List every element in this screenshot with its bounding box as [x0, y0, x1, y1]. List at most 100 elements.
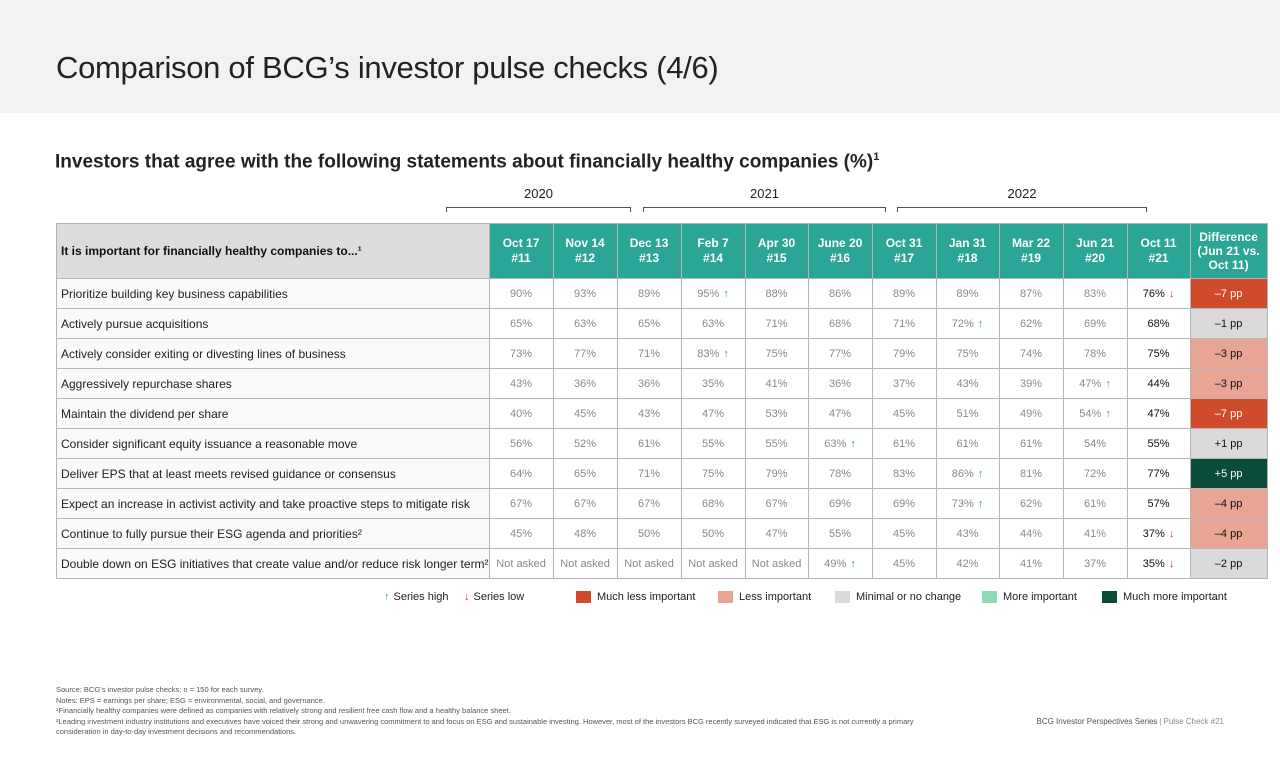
difference-cell: –3 pp	[1189, 368, 1268, 399]
series-high-arrow-icon: ↑	[977, 497, 984, 510]
value-cell: 93%	[552, 278, 618, 309]
value-cell: 75%	[935, 338, 1000, 369]
legend-less: Less important	[718, 591, 811, 603]
legend-series-high: ↑ Series high	[384, 591, 449, 603]
column-header: Feb 7 #14	[680, 223, 746, 279]
value-cell: 69%	[871, 488, 937, 519]
cell-value: 54%	[1084, 437, 1107, 450]
column-number: #21	[1148, 251, 1169, 265]
value-cell: 69%	[1062, 308, 1128, 339]
up-arrow-icon: ↑	[384, 591, 390, 603]
value-cell: 35%	[680, 368, 746, 399]
column-date: Feb 7	[697, 236, 729, 250]
value-cell: 73% ↑	[935, 488, 1000, 519]
cell-value: 86%	[829, 287, 852, 300]
value-cell: 67%	[488, 488, 554, 519]
swatch-much-less	[576, 591, 591, 603]
cell-value: 93%	[574, 287, 597, 300]
cell-value: 42%	[956, 557, 979, 570]
value-cell: 37% ↓	[1126, 518, 1191, 549]
value-cell: 68%	[807, 308, 873, 339]
cell-value: 47%	[1079, 377, 1102, 390]
value-cell: 45%	[488, 518, 554, 549]
cell-value: 78%	[1084, 347, 1107, 360]
statement-label: Maintain the dividend per share	[56, 398, 490, 429]
footer-separator: |	[1159, 717, 1162, 726]
series-name: BCG Investor Perspectives Series	[1036, 717, 1158, 726]
cell-value: 65%	[510, 317, 533, 330]
value-cell: 71%	[744, 308, 809, 339]
cell-value: 57%	[1147, 497, 1170, 510]
value-cell: 71%	[616, 458, 682, 489]
year-bracket	[897, 207, 1147, 212]
value-cell: 78%	[807, 458, 873, 489]
column-number: #20	[1085, 251, 1106, 265]
value-cell: 71%	[616, 338, 682, 369]
column-header: Dec 13 #13	[616, 223, 682, 279]
legend-series-low: ↓ Series low	[464, 591, 524, 603]
cell-value: 64%	[510, 467, 533, 480]
cell-value: 83%	[893, 467, 916, 480]
series-low-arrow-icon: ↓	[1168, 557, 1175, 570]
column-date: June 20	[817, 236, 863, 250]
cell-value: Not asked	[496, 557, 546, 570]
cell-value: 76%	[1142, 287, 1165, 300]
legend-much-more: Much more important	[1102, 591, 1227, 603]
series-high-arrow-icon: ↑	[977, 467, 984, 480]
cell-value: 79%	[765, 467, 788, 480]
table-row: Prioritize building key business capabil…	[56, 278, 1268, 309]
cell-value: 39%	[1020, 377, 1043, 390]
cell-value: 67%	[638, 497, 661, 510]
value-cell: 51%	[935, 398, 1000, 429]
cell-value: 35%	[702, 377, 725, 390]
statement-label: Prioritize building key business capabil…	[56, 278, 490, 309]
cell-value: 36%	[829, 377, 852, 390]
statement-label: Continue to fully pursue their ESG agend…	[56, 518, 490, 549]
value-cell: 41%	[744, 368, 809, 399]
value-cell: 72% ↑	[935, 308, 1000, 339]
cell-value: Not asked	[624, 557, 674, 570]
cell-value: 87%	[1020, 287, 1043, 300]
cell-value: 95%	[697, 287, 720, 300]
value-cell: 36%	[552, 368, 618, 399]
value-cell: 89%	[616, 278, 682, 309]
cell-value: 36%	[574, 377, 597, 390]
swatch-much-more	[1102, 591, 1117, 603]
title-banner: Comparison of BCG’s investor pulse check…	[0, 0, 1280, 113]
column-date: Mar 22	[1012, 236, 1051, 250]
legend-label: More important	[1003, 591, 1077, 603]
cell-value: 55%	[829, 527, 852, 540]
legend-more: More important	[982, 591, 1077, 603]
legend-much-less: Much less important	[576, 591, 695, 603]
cell-value: 75%	[702, 467, 725, 480]
difference-cell: –4 pp	[1189, 488, 1268, 519]
legend-label: Less important	[739, 591, 812, 603]
value-cell: 78%	[1062, 338, 1128, 369]
cell-value: 77%	[829, 347, 852, 360]
year-group-2021: 2021	[643, 187, 886, 212]
cell-value: 75%	[765, 347, 788, 360]
table-row: Actively pursue acquisitions 65% 63% 65% 63%…	[56, 308, 1268, 339]
footnote-1: ¹Financially healthy companies were defi…	[56, 706, 511, 715]
cell-value: 79%	[893, 347, 916, 360]
row-header-label: It is important for financially healthy …	[56, 223, 490, 279]
legend-minimal: Minimal or no change	[835, 591, 961, 603]
value-cell: 63% ↑	[807, 428, 873, 459]
cell-value: 72%	[1084, 467, 1107, 480]
column-number: #15	[766, 251, 787, 265]
value-cell: 45%	[552, 398, 618, 429]
value-cell: Not asked	[744, 548, 809, 579]
value-cell: 65%	[552, 458, 618, 489]
cell-value: 44%	[1020, 527, 1043, 540]
value-cell: 55%	[1126, 428, 1191, 459]
year-group-2020: 2020	[446, 187, 631, 212]
value-cell: 68%	[680, 488, 746, 519]
value-cell: 39%	[998, 368, 1064, 399]
value-cell: 49% ↑	[807, 548, 873, 579]
cell-value: 51%	[956, 407, 979, 420]
cell-value: 47%	[1147, 407, 1170, 420]
cell-value: Not asked	[688, 557, 738, 570]
cell-value: 49%	[824, 557, 847, 570]
value-cell: 67%	[616, 488, 682, 519]
value-cell: 45%	[871, 518, 937, 549]
